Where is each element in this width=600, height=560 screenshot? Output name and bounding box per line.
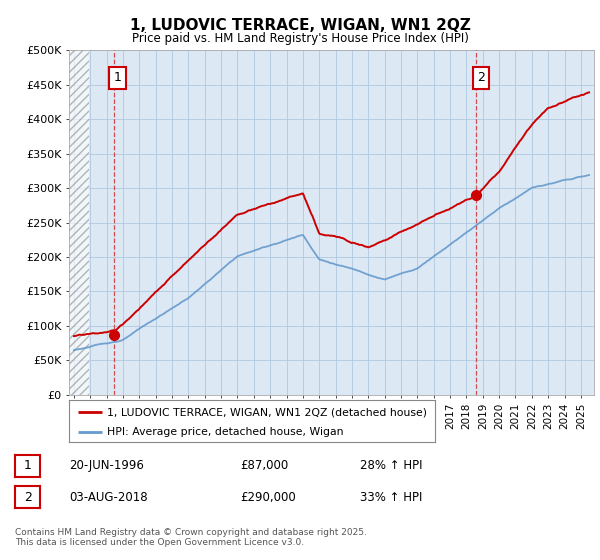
Bar (69, 50, 89, 395)
Text: 1, LUDOVIC TERRACE, WIGAN, WN1 2QZ: 1, LUDOVIC TERRACE, WIGAN, WN1 2QZ (130, 18, 470, 33)
Text: 1: 1 (23, 459, 32, 473)
Text: Price paid vs. HM Land Registry's House Price Index (HPI): Price paid vs. HM Land Registry's House … (131, 32, 469, 45)
Text: 33% ↑ HPI: 33% ↑ HPI (360, 491, 422, 504)
Text: £290,000: £290,000 (240, 491, 296, 504)
Text: HPI: Average price, detached house, Wigan: HPI: Average price, detached house, Wiga… (107, 427, 344, 437)
Text: 2: 2 (477, 72, 485, 85)
Text: Contains HM Land Registry data © Crown copyright and database right 2025.
This d: Contains HM Land Registry data © Crown c… (15, 528, 367, 547)
Text: 1: 1 (113, 72, 122, 85)
Text: 1, LUDOVIC TERRACE, WIGAN, WN1 2QZ (detached house): 1, LUDOVIC TERRACE, WIGAN, WN1 2QZ (deta… (107, 407, 427, 417)
Text: 2: 2 (23, 491, 32, 504)
Text: 20-JUN-1996: 20-JUN-1996 (69, 459, 144, 473)
Text: 03-AUG-2018: 03-AUG-2018 (69, 491, 148, 504)
Text: 28% ↑ HPI: 28% ↑ HPI (360, 459, 422, 473)
Text: £87,000: £87,000 (240, 459, 288, 473)
